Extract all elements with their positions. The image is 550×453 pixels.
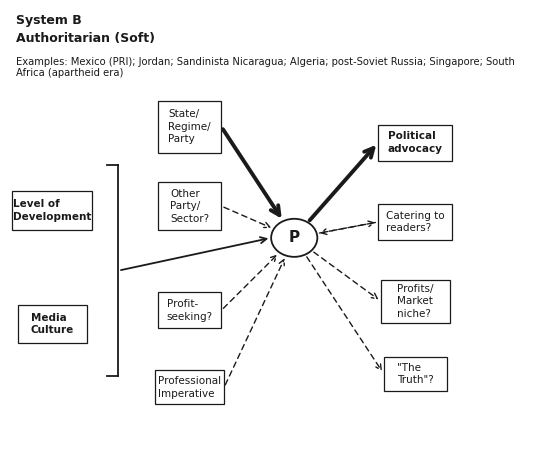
Text: Authoritarian (Soft): Authoritarian (Soft)	[16, 32, 156, 45]
FancyBboxPatch shape	[155, 371, 224, 405]
FancyBboxPatch shape	[378, 204, 452, 240]
FancyBboxPatch shape	[158, 292, 221, 328]
FancyBboxPatch shape	[13, 191, 92, 230]
FancyBboxPatch shape	[158, 101, 221, 153]
Text: Media
Culture: Media Culture	[31, 313, 74, 335]
Text: Examples: Mexico (PRI); Jordan; Sandinista Nicaragua; Algeria; post-Soviet Russi: Examples: Mexico (PRI); Jordan; Sandinis…	[16, 57, 515, 78]
FancyBboxPatch shape	[378, 125, 452, 161]
Text: Profit-
seeking?: Profit- seeking?	[167, 299, 213, 322]
Text: Other
Party/
Sector?: Other Party/ Sector?	[170, 189, 210, 223]
Text: Political
advocacy: Political advocacy	[388, 131, 443, 154]
Text: P: P	[289, 230, 300, 246]
Text: "The
Truth"?: "The Truth"?	[397, 362, 433, 385]
FancyBboxPatch shape	[381, 280, 450, 323]
Text: State/
Regime/
Party: State/ Regime/ Party	[168, 110, 211, 144]
Text: Level of
Development: Level of Development	[13, 199, 91, 222]
Text: Professional
Imperative: Professional Imperative	[158, 376, 221, 399]
Circle shape	[271, 219, 317, 257]
FancyBboxPatch shape	[384, 357, 447, 390]
Text: Catering to
readers?: Catering to readers?	[386, 211, 444, 233]
Text: System B: System B	[16, 14, 82, 27]
FancyBboxPatch shape	[18, 305, 87, 343]
Text: Profits/
Market
niche?: Profits/ Market niche?	[397, 284, 433, 318]
FancyBboxPatch shape	[158, 182, 221, 230]
